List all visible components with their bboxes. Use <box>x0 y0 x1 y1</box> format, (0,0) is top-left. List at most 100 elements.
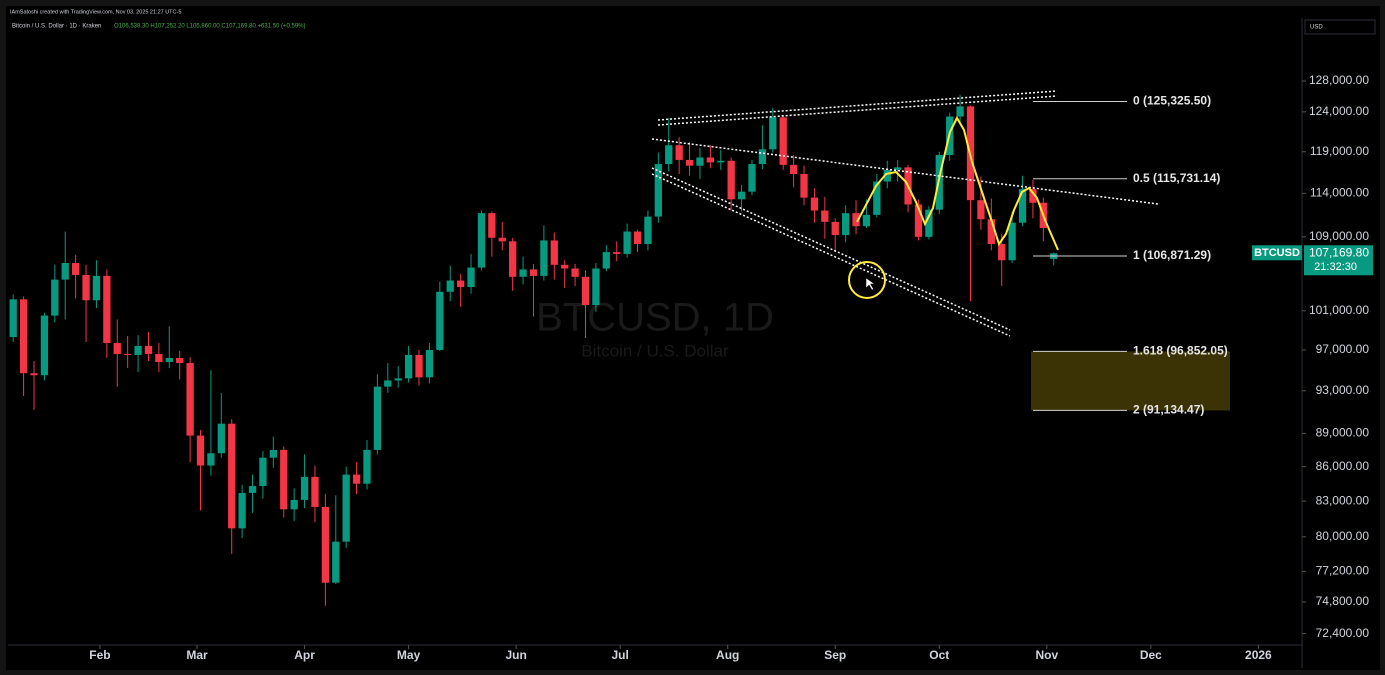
candle-body <box>61 263 69 280</box>
candle-body <box>987 219 995 245</box>
candle-body <box>404 354 413 379</box>
symbol-tag: BTCUSD <box>1254 247 1300 259</box>
candle-body <box>196 435 205 466</box>
x-tick-label: 2026 <box>1245 648 1272 662</box>
candle-body <box>259 457 267 487</box>
candle-body <box>113 342 121 354</box>
candle-body <box>51 279 59 316</box>
y-tick-label: 77,200.00 <box>1316 564 1370 578</box>
pattern-sketch <box>856 115 1059 251</box>
candle-body <box>810 197 819 211</box>
trendline <box>651 138 1159 205</box>
candle-body <box>488 213 496 238</box>
fib-label: 0.5 (115,731.14) <box>1133 171 1220 185</box>
candle-body <box>363 449 371 484</box>
candle-body <box>311 476 319 507</box>
candle-body <box>144 345 153 354</box>
candle-body <box>831 221 839 236</box>
candle-body <box>633 231 642 245</box>
candle-body <box>852 213 860 227</box>
x-tick-label: May <box>397 648 421 662</box>
candle-body <box>425 349 434 378</box>
candle-body <box>103 275 111 343</box>
candle-body <box>40 315 49 376</box>
trendline <box>657 95 1058 126</box>
candle-body <box>789 164 798 175</box>
candle-body <box>654 164 662 217</box>
header-ohlc: O106,538.30 H107,252.20 L105,860.00 C107… <box>114 24 306 30</box>
x-tick-label: Sep <box>824 648 846 662</box>
candle-body <box>248 486 257 493</box>
x-tick-label: Nov <box>1035 648 1058 662</box>
fib-label: 0 (125,325.50) <box>1133 94 1211 108</box>
candle-body <box>1018 189 1027 223</box>
currency: USD <box>1310 25 1323 31</box>
candle-body <box>821 210 829 222</box>
candle-body <box>748 164 756 192</box>
candle-body <box>727 160 735 200</box>
candle-body <box>706 157 715 163</box>
candle-body <box>675 145 683 160</box>
last-price-label: 107,169.80 <box>1309 245 1369 259</box>
attribution: IAmSatoshi created with TradingView.com,… <box>10 9 181 15</box>
axes: 128,000.00 124,000.00 119,000.00 114,000.00… <box>89 73 1373 662</box>
candle-body <box>696 157 704 166</box>
candle-body <box>300 476 309 500</box>
candle-body <box>665 145 673 165</box>
candle-body <box>623 231 631 254</box>
candle-body <box>436 291 444 350</box>
candle-body <box>269 449 277 458</box>
candle-body <box>998 244 1006 261</box>
candle-body <box>373 386 382 450</box>
candle-body <box>477 213 486 268</box>
candle-body <box>280 449 288 510</box>
candle-body <box>217 423 225 454</box>
candle-body <box>581 276 590 306</box>
candle-body <box>332 541 340 583</box>
x-tick-label: Feb <box>89 648 110 662</box>
x-tick-label: Dec <box>1140 648 1162 662</box>
candle-body <box>352 474 361 484</box>
symbol-tag-bg <box>1252 245 1302 261</box>
y-tick-label: 83,000.00 <box>1316 493 1370 507</box>
candle-body <box>894 167 902 170</box>
candle-body <box>977 200 985 220</box>
candle-body <box>644 216 652 245</box>
candle-body <box>207 453 215 466</box>
fib-label: 1.618 (96,852.05) <box>1133 344 1228 358</box>
header: Bitcoin / U.S. Dollar · 1D · Kraken <box>12 24 101 30</box>
candle-body <box>9 299 17 338</box>
y-tick-label: 124,000.00 <box>1309 104 1369 118</box>
candle-body <box>415 354 423 378</box>
y-tick-label: 101,000.00 <box>1309 303 1369 317</box>
candle-body <box>394 378 402 381</box>
candle-body <box>92 275 101 301</box>
x-tick-label: Apr <box>294 648 315 662</box>
countdown: 21:32:30 <box>1314 261 1357 273</box>
candle-body <box>134 345 142 355</box>
y-tick-label: 109,000.00 <box>1309 229 1369 243</box>
x-tick-label: Jul <box>612 648 629 662</box>
candle-body <box>19 299 28 374</box>
candle-body <box>1008 222 1016 261</box>
cursor <box>865 277 876 291</box>
candle-body <box>602 252 610 269</box>
trendline <box>657 90 1058 121</box>
y-tick-label: 128,000.00 <box>1309 73 1369 87</box>
candle-body <box>82 274 90 301</box>
watermark-subtitle: Bitcoin / U.S. Dollar <box>581 341 729 360</box>
y-tick-label: 72,400.00 <box>1316 626 1370 640</box>
candle-body <box>456 280 465 288</box>
x-tick-label: Mar <box>186 648 208 662</box>
highlight-circle <box>848 261 886 299</box>
candle-body <box>467 267 475 288</box>
x-tick-label: Aug <box>716 648 739 662</box>
candle-body <box>779 117 787 165</box>
candle-body <box>186 363 194 436</box>
chart-pane <box>6 6 1380 670</box>
candle-body <box>384 380 392 387</box>
watermark-title: BTCUSD, 1D <box>536 296 774 340</box>
y-tick-label: 86,000.00 <box>1316 459 1370 473</box>
candle-body <box>228 423 236 529</box>
